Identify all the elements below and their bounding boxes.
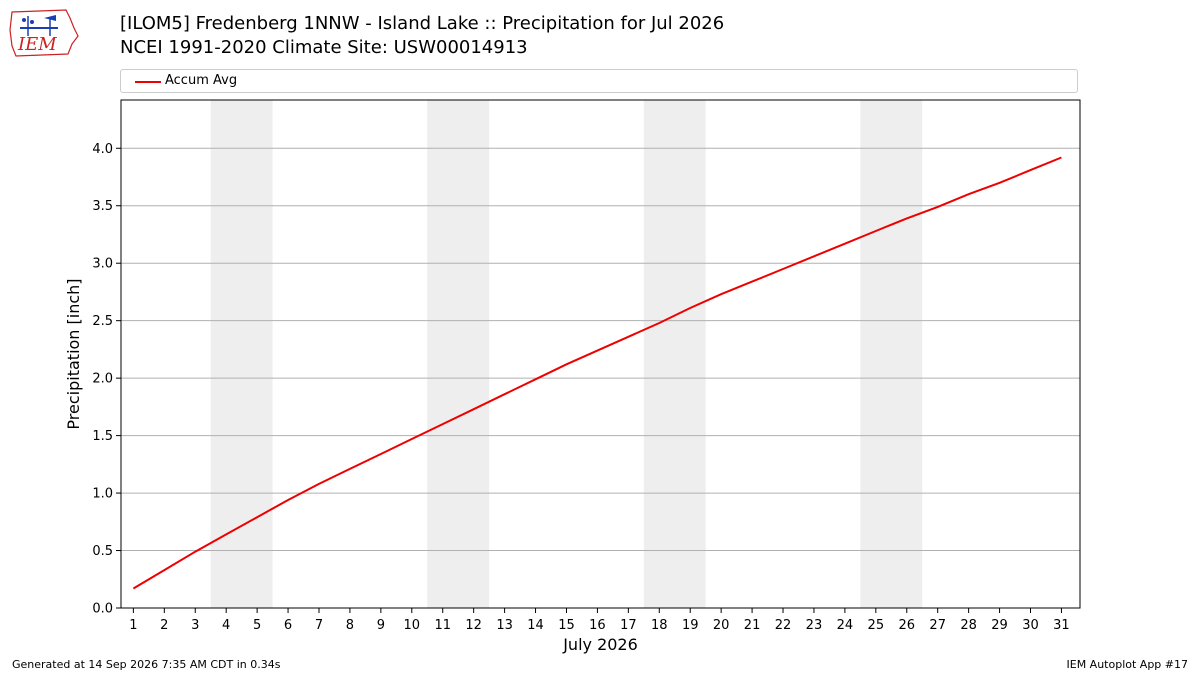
x-tick-label-12: 13 <box>496 618 513 633</box>
x-tick-label-11: 12 <box>465 618 482 633</box>
y-tick-label-7: 3.5 <box>92 199 113 214</box>
x-tick-label-26: 27 <box>929 618 946 633</box>
weekend-shade-0 <box>210 100 273 608</box>
x-tick-label-1: 2 <box>160 618 168 633</box>
x-tick-label-27: 28 <box>960 618 977 633</box>
series-line-accum-avg <box>132 156 1062 590</box>
plot-frame <box>120 99 1081 609</box>
legend: Accum Avg <box>120 69 1078 93</box>
y-tick-label-0: 0.0 <box>92 602 113 617</box>
weekend-shade-2 <box>643 100 706 608</box>
x-tick-label-15: 16 <box>589 618 606 633</box>
y-tick-label-4: 2.0 <box>92 372 113 387</box>
chart-title: [ILOM5] Fredenberg 1NNW - Island Lake ::… <box>120 13 725 34</box>
x-axis-label: July 2026 <box>562 635 638 654</box>
x-tick-label-10: 11 <box>434 618 451 633</box>
x-tick-label-2: 3 <box>191 618 199 633</box>
y-axis-label: Precipitation [inch] <box>64 278 83 429</box>
x-tick-label-28: 29 <box>991 618 1008 633</box>
x-tick-label-18: 19 <box>682 618 699 633</box>
y-tick-label-6: 3.0 <box>92 257 113 272</box>
y-tick-label-1: 0.5 <box>92 544 113 559</box>
x-tick-label-16: 17 <box>620 618 637 633</box>
x-tick-label-21: 22 <box>775 618 792 633</box>
legend-swatch <box>135 81 161 83</box>
x-tick-label-23: 24 <box>837 618 854 633</box>
y-tick-label-8: 4.0 <box>92 142 113 157</box>
x-tick-label-13: 14 <box>527 618 544 633</box>
weekend-shade-3 <box>860 100 923 608</box>
y-tick-label-3: 1.5 <box>92 429 113 444</box>
x-tick-label-9: 10 <box>404 618 421 633</box>
x-tick-label-20: 21 <box>744 618 761 633</box>
x-tick-label-14: 15 <box>558 618 575 633</box>
x-tick-label-3: 4 <box>222 618 230 633</box>
y-tick-label-5: 2.5 <box>92 314 113 329</box>
x-tick-label-29: 30 <box>1022 618 1039 633</box>
x-tick-label-19: 20 <box>713 618 730 633</box>
x-tick-label-25: 26 <box>898 618 915 633</box>
weekend-shade-1 <box>427 100 490 608</box>
x-tick-label-7: 8 <box>346 618 354 633</box>
x-tick-label-8: 9 <box>377 618 385 633</box>
iem-logo: IEM <box>9 9 79 57</box>
logo-text: IEM <box>17 34 57 55</box>
x-tick-label-4: 5 <box>253 618 261 633</box>
generated-timestamp: Generated at 14 Sep 2026 7:35 AM CDT in … <box>12 658 281 671</box>
app-label: IEM Autoplot App #17 <box>1066 658 1189 671</box>
x-tick-label-5: 6 <box>284 618 292 633</box>
legend-label: Accum Avg <box>165 73 238 88</box>
x-tick-label-24: 25 <box>868 618 885 633</box>
x-tick-label-17: 18 <box>651 618 668 633</box>
chart-subtitle: NCEI 1991-2020 Climate Site: USW00014913 <box>120 37 528 58</box>
x-tick-label-22: 23 <box>806 618 823 633</box>
iowa-outline-icon <box>9 9 79 57</box>
y-tick-label-2: 1.0 <box>92 487 113 502</box>
x-tick-label-0: 1 <box>129 618 137 633</box>
x-tick-label-30: 31 <box>1053 618 1070 633</box>
x-tick-label-6: 7 <box>315 618 323 633</box>
